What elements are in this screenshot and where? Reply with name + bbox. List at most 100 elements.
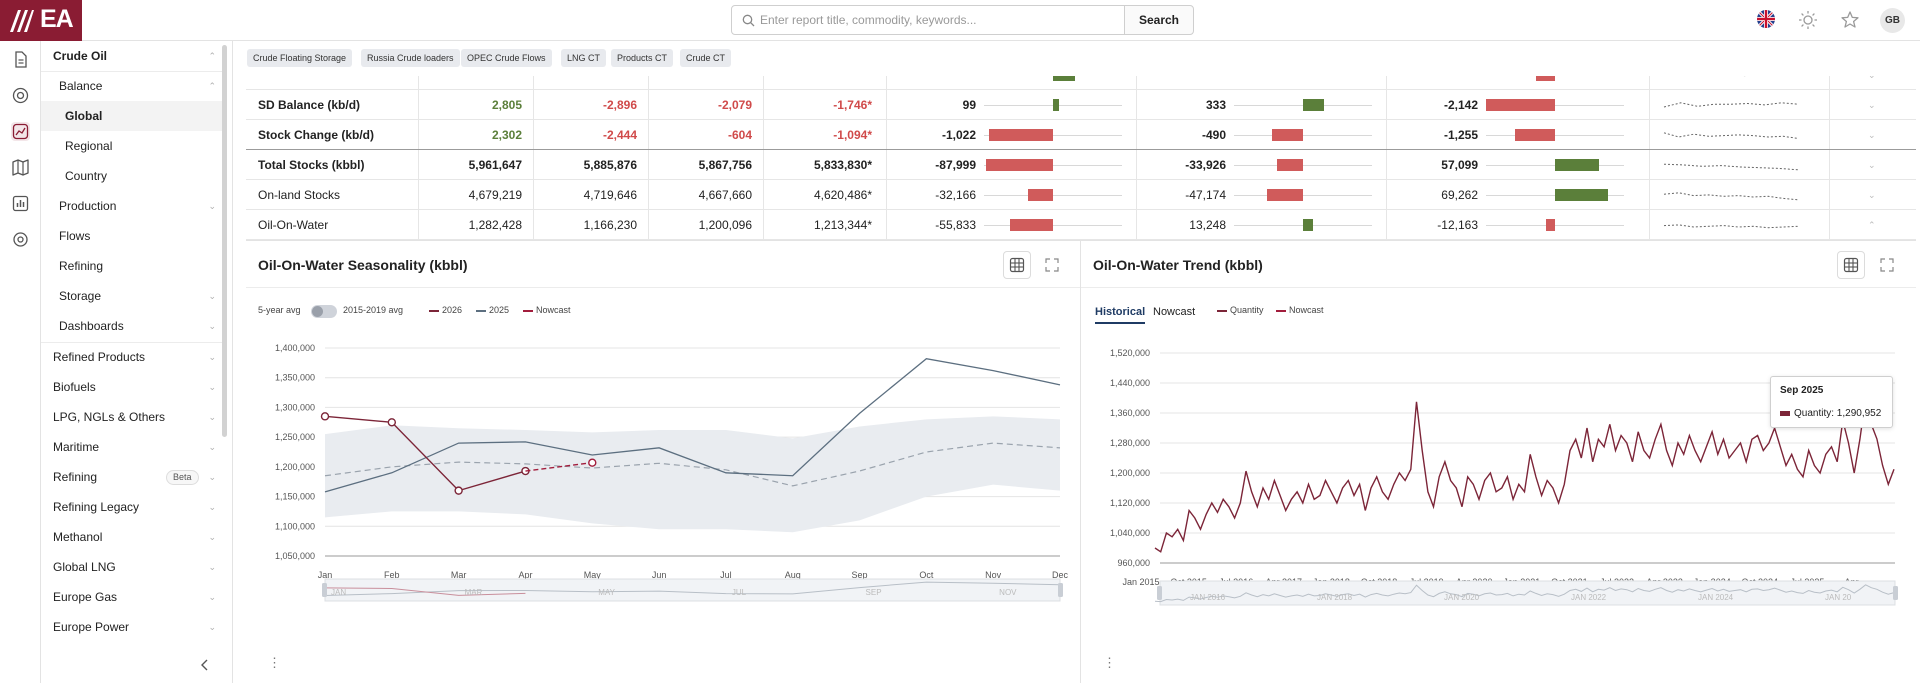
sidebar-item-global-lng[interactable]: Global LNG ⌄ xyxy=(41,552,222,582)
more-options-icon[interactable]: ⋮ xyxy=(268,655,281,670)
tag-chip[interactable]: OPEC Crude Flows xyxy=(461,49,552,67)
row-expand-icon[interactable]: ⌃ xyxy=(1868,220,1876,230)
more-options-icon[interactable]: ⋮ xyxy=(1103,655,1116,670)
sidebar-item-global[interactable]: Global xyxy=(41,101,222,131)
search-button[interactable]: Search xyxy=(1124,5,1194,35)
tag-chip[interactable]: Russia Crude loaders xyxy=(361,49,460,67)
row-label: SD Balance (kb/d) xyxy=(258,98,361,112)
globe-icon[interactable] xyxy=(11,86,30,105)
seasonality-panel: Oil-On-Water Seasonality (kbbl) 5-year a… xyxy=(246,240,1081,683)
delta-value: -87,999 xyxy=(935,158,976,172)
legend-2025[interactable]: 2025 xyxy=(476,305,509,315)
positive-bar xyxy=(1555,189,1609,201)
seasonality-chart[interactable]: 1,400,000 1,350,000 1,300,000 1,250,000 1,20… xyxy=(246,319,1081,649)
x-tick-label: Oct xyxy=(919,570,934,580)
value-cell: 4,719,646 xyxy=(583,188,637,202)
legend-nowcast[interactable]: Nowcast xyxy=(1276,305,1324,315)
tag-chip[interactable]: Crude Floating Storage xyxy=(247,49,353,67)
chevron-down-icon: ⌄ xyxy=(208,291,216,301)
tag-chip[interactable]: Products CT xyxy=(611,49,674,67)
tag-chip[interactable]: Crude CT xyxy=(680,49,732,67)
legend-quantity[interactable]: Quantity xyxy=(1217,305,1264,315)
trend-panel: Oil-On-Water Trend (kbbl) Historical Now… xyxy=(1081,240,1916,683)
trend-title: Oil-On-Water Trend (kbbl) xyxy=(1093,257,1263,273)
user-avatar[interactable]: GB xyxy=(1880,8,1905,33)
theme-sun-icon[interactable] xyxy=(1797,9,1819,31)
sidebar-item-flows[interactable]: Flows xyxy=(59,229,91,243)
chevron-down-icon: ⌄ xyxy=(208,201,216,211)
chart-icon[interactable] xyxy=(11,122,30,141)
y-tick-label: 1,200,000 xyxy=(275,462,315,472)
dashboard-icon[interactable] xyxy=(11,194,30,213)
average-toggle[interactable] xyxy=(311,305,337,318)
row-expand-icon[interactable]: ⌄ xyxy=(1868,76,1876,90)
uk-flag-icon[interactable] xyxy=(1757,10,1775,28)
brand-logo[interactable]: EA xyxy=(0,0,82,41)
delta-bar-track xyxy=(1486,210,1624,240)
value-cell: -604 xyxy=(727,128,752,142)
sidebar-item-refined-products[interactable]: Refined Products ⌄ xyxy=(41,342,222,372)
panel-header-divider xyxy=(246,287,1080,288)
x-tick-label: Jul xyxy=(720,570,732,580)
sidebar-item-refining[interactable]: Refining xyxy=(59,259,104,273)
value-cell: 5,961,647 xyxy=(468,158,522,172)
x-tick-label: Apr xyxy=(518,570,532,580)
tag-chip[interactable]: LNG CT xyxy=(561,49,607,67)
sidebar-item-biofuels[interactable]: Biofuels ⌄ xyxy=(41,372,222,402)
table-view-button[interactable] xyxy=(1837,251,1865,279)
y-tick-label: 1,100,000 xyxy=(275,521,315,531)
search-input[interactable] xyxy=(760,10,1110,30)
bar-axis xyxy=(984,225,1122,226)
settings-icon[interactable] xyxy=(11,230,30,249)
legend-2026[interactable]: 2026 xyxy=(429,305,462,315)
toggle-right-label: 2015-2019 avg xyxy=(343,305,404,315)
negative-bar xyxy=(1545,219,1555,231)
sidebar-item-lpg-ngls[interactable]: LPG, NGLs & Others ⌄ xyxy=(41,402,222,432)
document-icon[interactable] xyxy=(11,50,30,69)
value-cell: -2,896 xyxy=(602,98,637,112)
nowcast-point xyxy=(588,458,597,467)
delta-value: -2,142 xyxy=(1443,98,1478,112)
favorites-star-icon[interactable] xyxy=(1839,9,1861,31)
table-row: SD Balance (kb/d) 2,805 -2,896 -2,079 -1,746… xyxy=(246,90,1916,120)
sidebar-item-balance[interactable]: Balance ⌃ xyxy=(41,71,222,101)
sidebar-item-europe-gas[interactable]: Europe Gas ⌄ xyxy=(41,582,222,612)
collapse-sidebar-icon[interactable] xyxy=(197,657,213,673)
negative-bar xyxy=(1276,159,1303,171)
map-icon[interactable] xyxy=(11,158,30,177)
expand-icon[interactable] xyxy=(1044,257,1060,273)
sidebar-item-crude-oil[interactable]: Crude Oil ⌃ xyxy=(41,41,222,71)
tab-nowcast[interactable]: Nowcast xyxy=(1153,306,1196,318)
row-expand-icon[interactable]: ⌄ xyxy=(1868,160,1876,170)
delta-bar-track xyxy=(984,180,1122,210)
trend-chart[interactable]: 1,520,000 1,440,000 1,360,000 1,280,000 1,20… xyxy=(1081,319,1916,649)
sidebar-item-maritime[interactable]: Maritime ⌄ xyxy=(41,432,222,462)
tab-historical[interactable]: Historical xyxy=(1095,300,1146,324)
sidebar-item-dashboards[interactable]: Dashboards ⌄ xyxy=(41,311,222,341)
row-expand-icon[interactable]: ⌄ xyxy=(1868,100,1876,110)
sidebar-item-storage[interactable]: Storage ⌄ xyxy=(41,281,222,311)
delta-value: -1,022 xyxy=(941,128,976,142)
expand-icon[interactable] xyxy=(1879,257,1895,273)
negative-bar xyxy=(1028,189,1053,201)
bar-axis xyxy=(1234,165,1372,166)
sidebar-item-refining-beta[interactable]: Refining Beta ⌄ xyxy=(41,462,222,492)
sidebar-item-production[interactable]: Production ⌄ xyxy=(41,191,222,221)
sidebar-item-refining-legacy[interactable]: Refining Legacy ⌄ xyxy=(41,492,222,522)
row-expand-icon[interactable]: ⌄ xyxy=(1868,190,1876,200)
column-divider xyxy=(1829,76,1830,240)
sidebar-item-country[interactable]: Country xyxy=(65,169,108,183)
y-tick-label: 1,250,000 xyxy=(275,432,315,442)
legend-nowcast[interactable]: Nowcast xyxy=(523,305,571,315)
sidebar-item-regional[interactable]: Regional xyxy=(65,139,113,153)
row-expand-icon[interactable]: ⌄ xyxy=(1868,130,1876,140)
sidebar-scrollbar[interactable] xyxy=(222,45,227,437)
delta-bar-track xyxy=(984,150,1122,180)
sidebar-item-europe-power[interactable]: Europe Power ⌄ xyxy=(41,612,222,642)
value-cell: -1,746* xyxy=(833,98,872,112)
bar-axis xyxy=(1234,195,1372,196)
table-view-button[interactable] xyxy=(1003,251,1031,279)
table-row: Total Stocks (kbbl) 5,961,647 5,885,876 5,8… xyxy=(246,150,1916,180)
sidebar-item-methanol[interactable]: Methanol ⌄ xyxy=(41,522,222,552)
negative-bar xyxy=(1535,76,1555,81)
